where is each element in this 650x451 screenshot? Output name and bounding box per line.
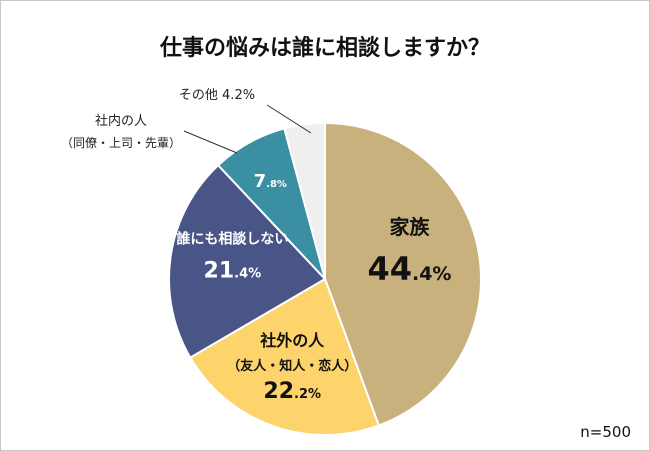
leader-line-inside <box>183 130 238 154</box>
slice-value-3: 7.8% <box>254 171 287 192</box>
leader-line-other <box>266 104 312 134</box>
pie-slices <box>168 121 482 436</box>
sample-size-note: n=500 <box>580 423 631 441</box>
pie-slice-0 <box>324 121 482 427</box>
callouts: 社内の人 （同僚・上司・先輩） その他 4.2% <box>61 88 312 154</box>
slice-sublabel-1: （友人・知人・恋人） <box>227 358 357 374</box>
callout-inside-label: 社内の人 <box>95 113 147 129</box>
pie-slice-4 <box>283 121 326 280</box>
pie-slice-2 <box>168 163 327 359</box>
slice-value-0: 44.4% <box>367 250 451 288</box>
callout-other-label: その他 4.2% <box>179 88 255 103</box>
chart-title: 仕事の悩みは誰に相談しますか？ <box>159 35 490 61</box>
callout-inside-sublabel: （同僚・上司・先輩） <box>61 135 181 150</box>
slice-label-0: 家族 <box>389 215 430 239</box>
slice-labels: 家族 44.4% 社外の人 （友人・知人・恋人） 22.2% 誰にも相談しない 21.4% 7… <box>176 171 451 404</box>
slice-value-2: 21.4% <box>204 259 262 284</box>
slice-label-1: 社外の人 <box>259 331 325 350</box>
slice-value-1: 22.2% <box>263 379 321 404</box>
pie-slice-1 <box>188 277 381 436</box>
slice-label-2: 誰にも相談しない <box>176 231 288 248</box>
